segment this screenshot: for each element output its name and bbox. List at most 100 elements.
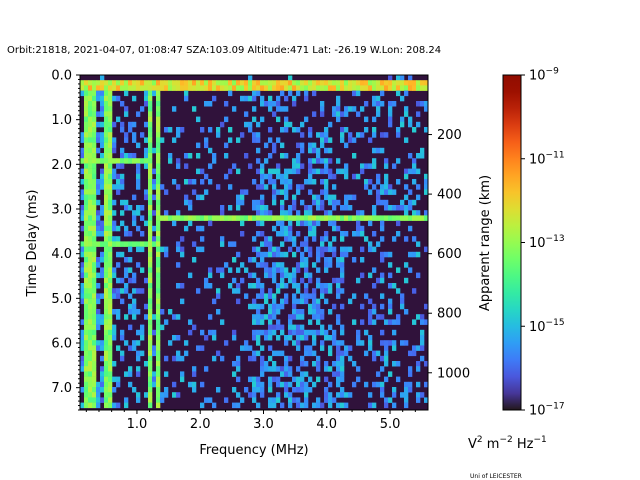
heatmap-cell [272, 111, 277, 117]
heatmap-cell [80, 283, 85, 289]
heatmap-cell [316, 361, 321, 367]
heatmap-cell [156, 137, 161, 143]
heatmap-cell [156, 132, 161, 138]
heatmap-cell [392, 80, 397, 86]
heatmap-cell [292, 80, 297, 86]
heatmap-cell [316, 397, 321, 403]
credit-text: Uni of LEICESTER [470, 473, 522, 480]
heatmap-cell [340, 236, 345, 242]
heatmap-cell [104, 111, 109, 117]
heatmap-cell [316, 257, 321, 263]
heatmap-cell [268, 319, 273, 325]
y-tick-label: 6.0 [51, 337, 72, 352]
heatmap-cell [364, 179, 369, 185]
heatmap-cell [128, 257, 133, 263]
heatmap-cell [112, 121, 117, 128]
heatmap-cell [84, 283, 89, 289]
heatmap-cell [104, 225, 109, 232]
heatmap-cell [320, 132, 325, 138]
heatmap-cell [112, 95, 117, 102]
heatmap-cell [120, 153, 125, 159]
heatmap-cell [380, 277, 385, 284]
heatmap-cell [256, 168, 261, 175]
heatmap-cell [240, 397, 245, 403]
heatmap-cell [336, 319, 341, 325]
heatmap-cell [212, 153, 217, 159]
heatmap-cell [100, 241, 105, 247]
heatmap-cell [332, 184, 337, 190]
heatmap-cell [80, 355, 85, 362]
heatmap-cell [236, 402, 241, 409]
heatmap-cell [276, 95, 281, 102]
heatmap-cell [344, 142, 349, 149]
heatmap-cell [304, 361, 309, 367]
heatmap-cell [328, 366, 333, 372]
heatmap-cell [112, 387, 117, 393]
heatmap-cell [408, 199, 413, 206]
heatmap-cell [268, 236, 273, 242]
heatmap-cell [280, 220, 285, 227]
heatmap-cell [424, 173, 429, 180]
heatmap-cell [252, 329, 257, 336]
colorbar-tick-label: 10−11 [529, 150, 565, 167]
heatmap-cell [268, 402, 273, 409]
heatmap-cell [308, 309, 313, 315]
heatmap-cell [316, 283, 321, 289]
heatmap-cell [96, 210, 101, 216]
heatmap-cell [96, 199, 101, 206]
heatmap-cell [228, 137, 233, 143]
heatmap-cell [228, 90, 233, 97]
heatmap-cell [200, 215, 205, 221]
heatmap-cell [272, 303, 277, 310]
heatmap-cell [352, 90, 357, 97]
heatmap-cell [252, 272, 257, 279]
heatmap-cell [364, 85, 369, 91]
heatmap-cell [132, 220, 137, 227]
heatmap-cell [356, 335, 361, 341]
heatmap-cell [208, 101, 213, 107]
heatmap-cell [80, 262, 85, 268]
heatmap-cell [120, 85, 125, 91]
heatmap-cell [148, 257, 153, 263]
heatmap-cell [104, 387, 109, 393]
heatmap-cell [380, 293, 385, 299]
heatmap-cell [92, 199, 97, 206]
heatmap-cell [188, 220, 193, 227]
heatmap-cell [148, 277, 153, 284]
heatmap-cell [340, 376, 345, 383]
heatmap-cell [148, 402, 153, 409]
heatmap-cell [356, 215, 361, 221]
heatmap-cell [204, 173, 209, 180]
heatmap-cell [292, 272, 297, 279]
heatmap-cell [84, 127, 89, 133]
heatmap-cell [340, 132, 345, 138]
heatmap-cell [312, 225, 317, 232]
heatmap-cell [420, 329, 425, 336]
heatmap-cell [148, 397, 153, 403]
y-axis: 0.01.02.03.04.05.06.07.0 [51, 69, 80, 411]
heatmap-cell [400, 121, 405, 128]
heatmap-cell [104, 137, 109, 143]
heatmap-cell [256, 319, 261, 325]
heatmap-cell [184, 153, 189, 159]
heatmap-cell [396, 90, 401, 97]
heatmap-cell [284, 215, 289, 221]
heatmap-cell [244, 293, 249, 299]
heatmap-cell [176, 314, 181, 320]
heatmap-cell [364, 215, 369, 221]
x-tick-label: 2.0 [190, 417, 211, 432]
heatmap-cell [104, 241, 109, 247]
heatmap-cell [100, 251, 105, 258]
heatmap-cell [104, 80, 109, 86]
heatmap-cell [392, 340, 397, 346]
heatmap-cell [108, 387, 113, 393]
heatmap-cell [220, 236, 225, 242]
heatmap-cell [164, 371, 169, 377]
heatmap-cell [328, 210, 333, 216]
heatmap-cell [368, 163, 373, 169]
heatmap-cell [328, 309, 333, 315]
heatmap-cell [292, 85, 297, 91]
heatmap-cell [88, 355, 93, 362]
heatmap-cell [156, 361, 161, 367]
heatmap-cell [164, 215, 169, 221]
